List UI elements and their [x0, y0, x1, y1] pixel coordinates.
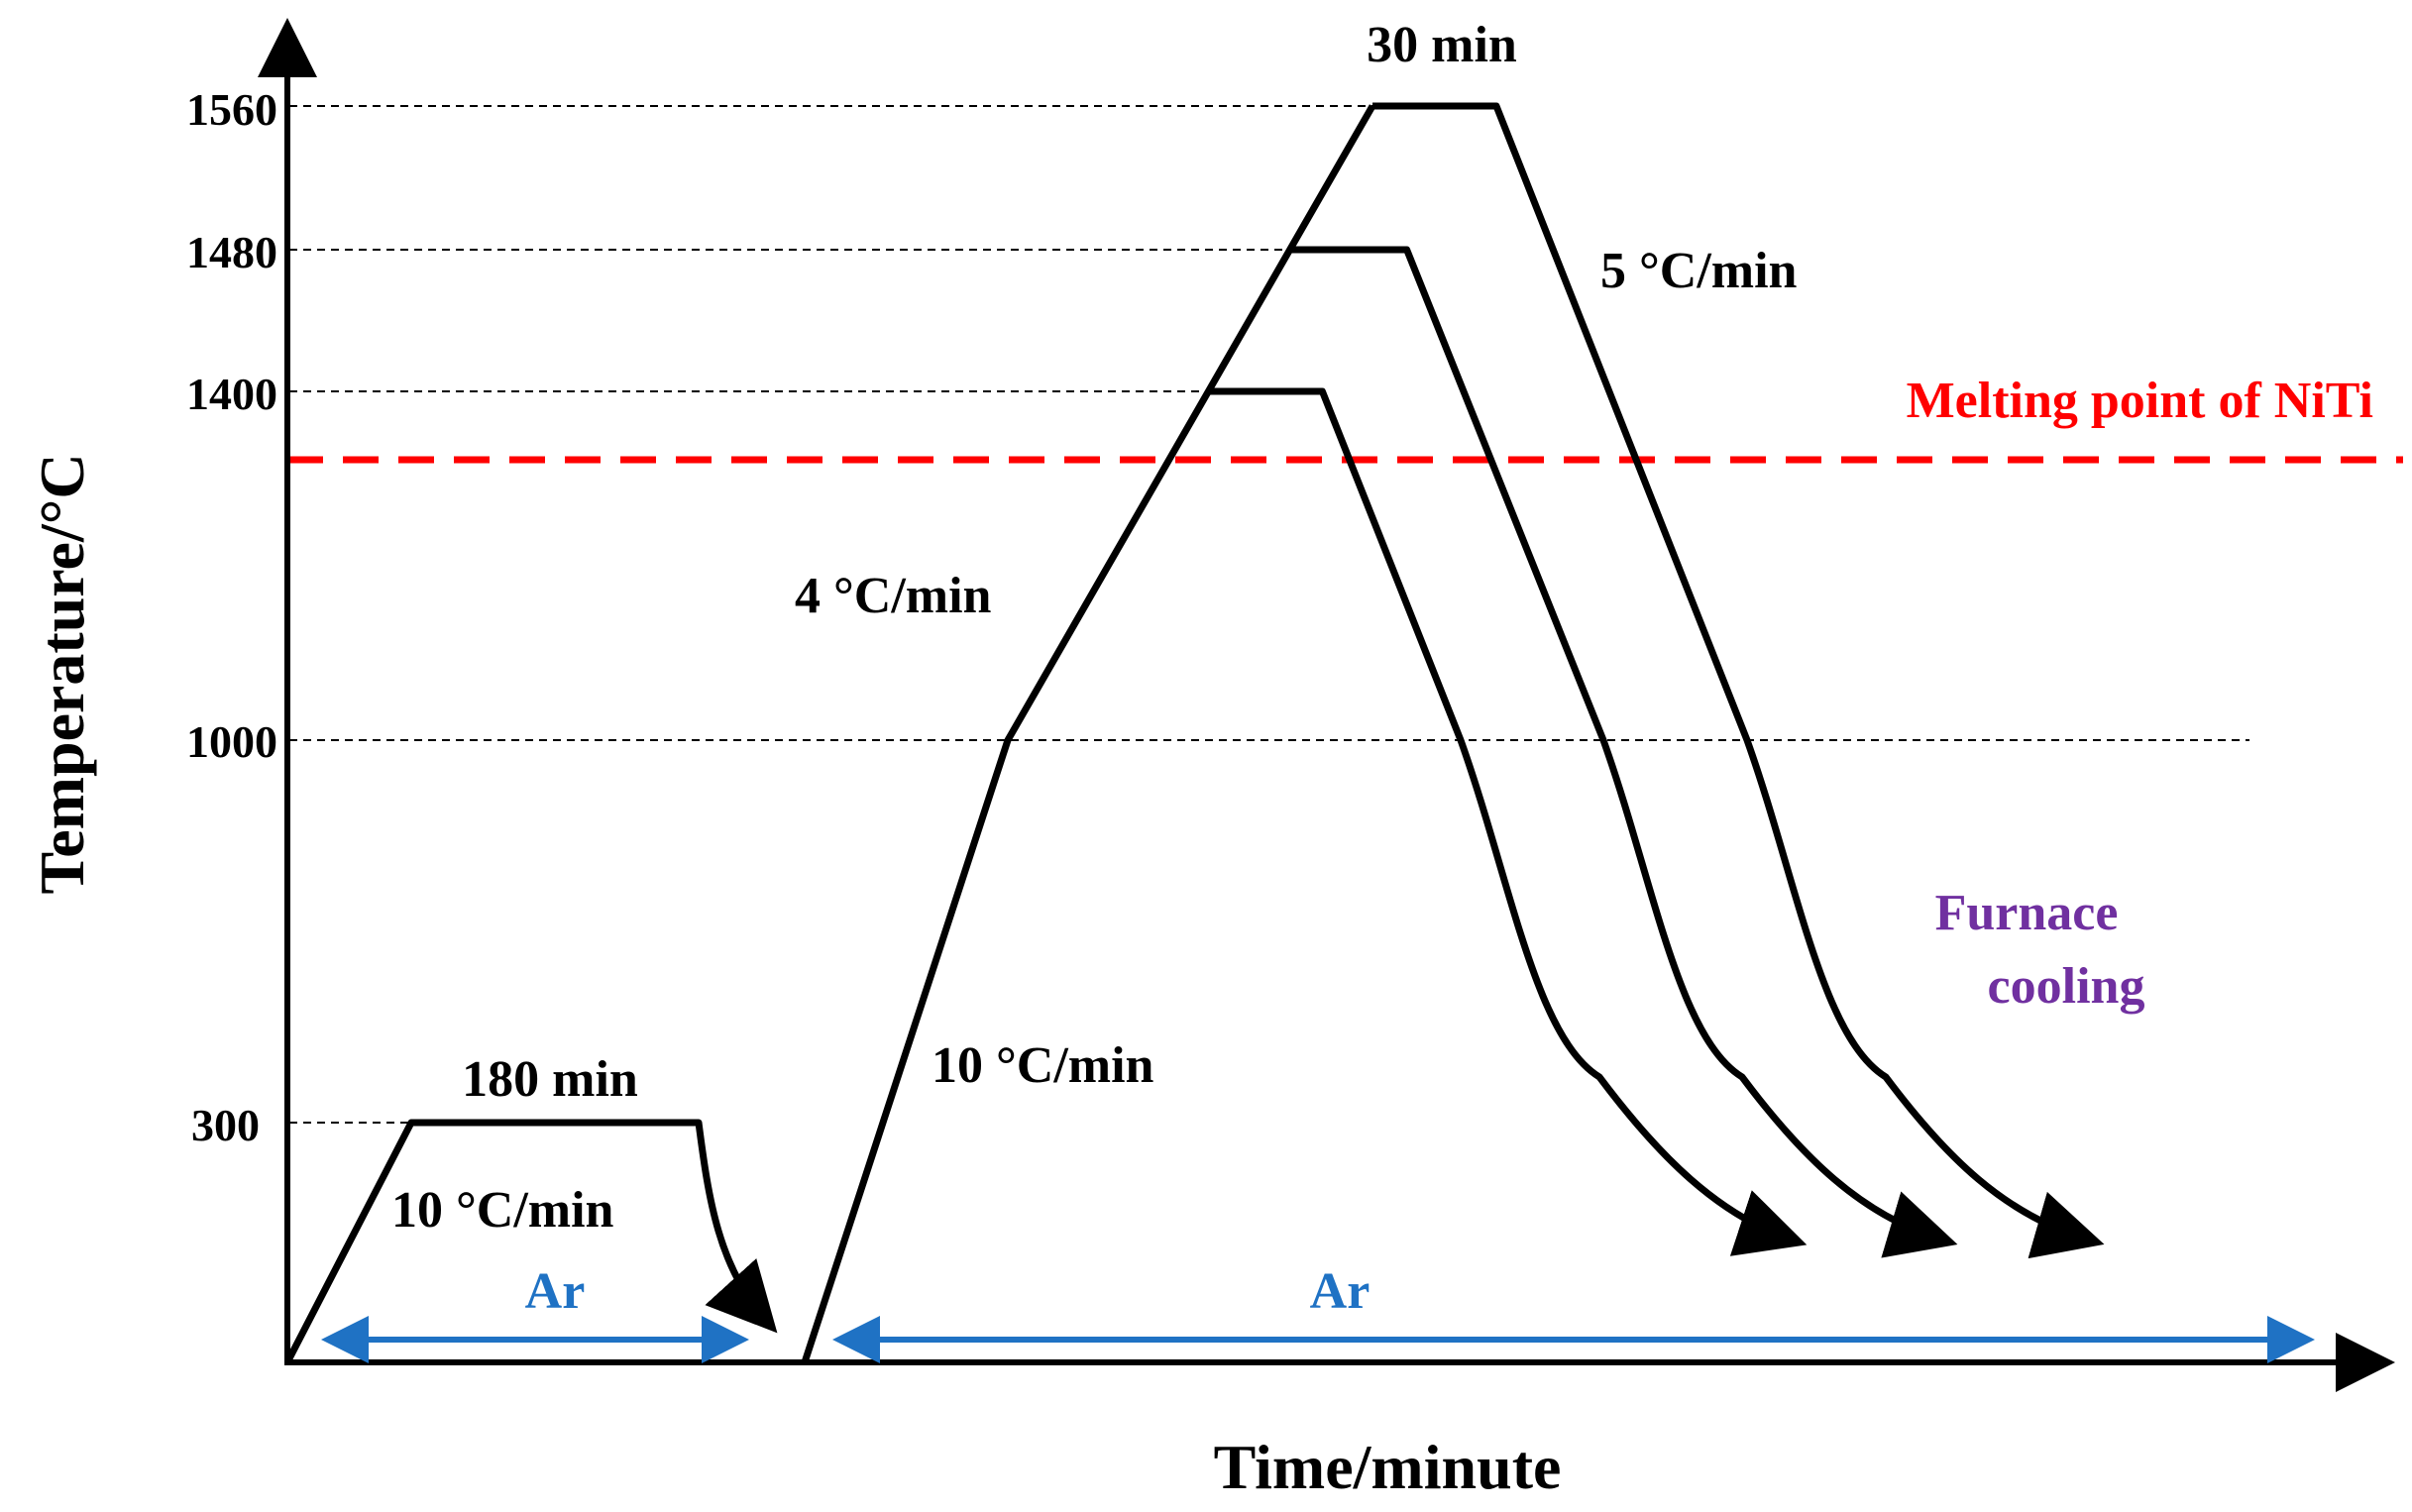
y-tick-1400: 1400	[186, 369, 277, 419]
heating-rate-4-label: 4 °C/min	[795, 568, 992, 624]
cooling-rate-label: 5 °C/min	[1600, 243, 1798, 299]
y-tick-300: 300	[191, 1100, 260, 1150]
y-tick-1000: 1000	[186, 716, 277, 767]
heating-rate-10-stage1-label: 10 °C/min	[391, 1182, 614, 1239]
ar-label-stage2: Ar	[1310, 1263, 1370, 1320]
sintering-curve-1560	[1372, 102, 2105, 1259]
melting-point-label: Melting point of NiTi	[1907, 373, 2373, 429]
hold-time-180min: 180 min	[462, 1051, 638, 1108]
y-tick-1480: 1480	[186, 227, 277, 277]
furnace-label: Furnace	[1935, 885, 2119, 941]
stage1-curve	[283, 1119, 778, 1364]
y-axis-title: Temperature/°C	[27, 453, 97, 894]
y-tick-labels: 1560 1480 1400 1000 300	[186, 84, 277, 1150]
hold-time-30min: 30 min	[1367, 17, 1517, 73]
cooling-label: cooling	[1988, 958, 2145, 1015]
reference-lines	[289, 105, 2249, 1124]
sintering-curve-1400	[1208, 387, 1808, 1256]
ar-label-stage1: Ar	[525, 1263, 586, 1320]
x-axis-title: Time/minute	[1214, 1432, 1562, 1502]
sintering-curve-1480	[1289, 246, 1958, 1258]
y-tick-1560: 1560	[186, 84, 277, 135]
temperature-curves	[283, 102, 2105, 1364]
stage2-heating-curve	[801, 104, 1376, 1364]
heating-rate-10-stage2-label: 10 °C/min	[932, 1037, 1154, 1094]
